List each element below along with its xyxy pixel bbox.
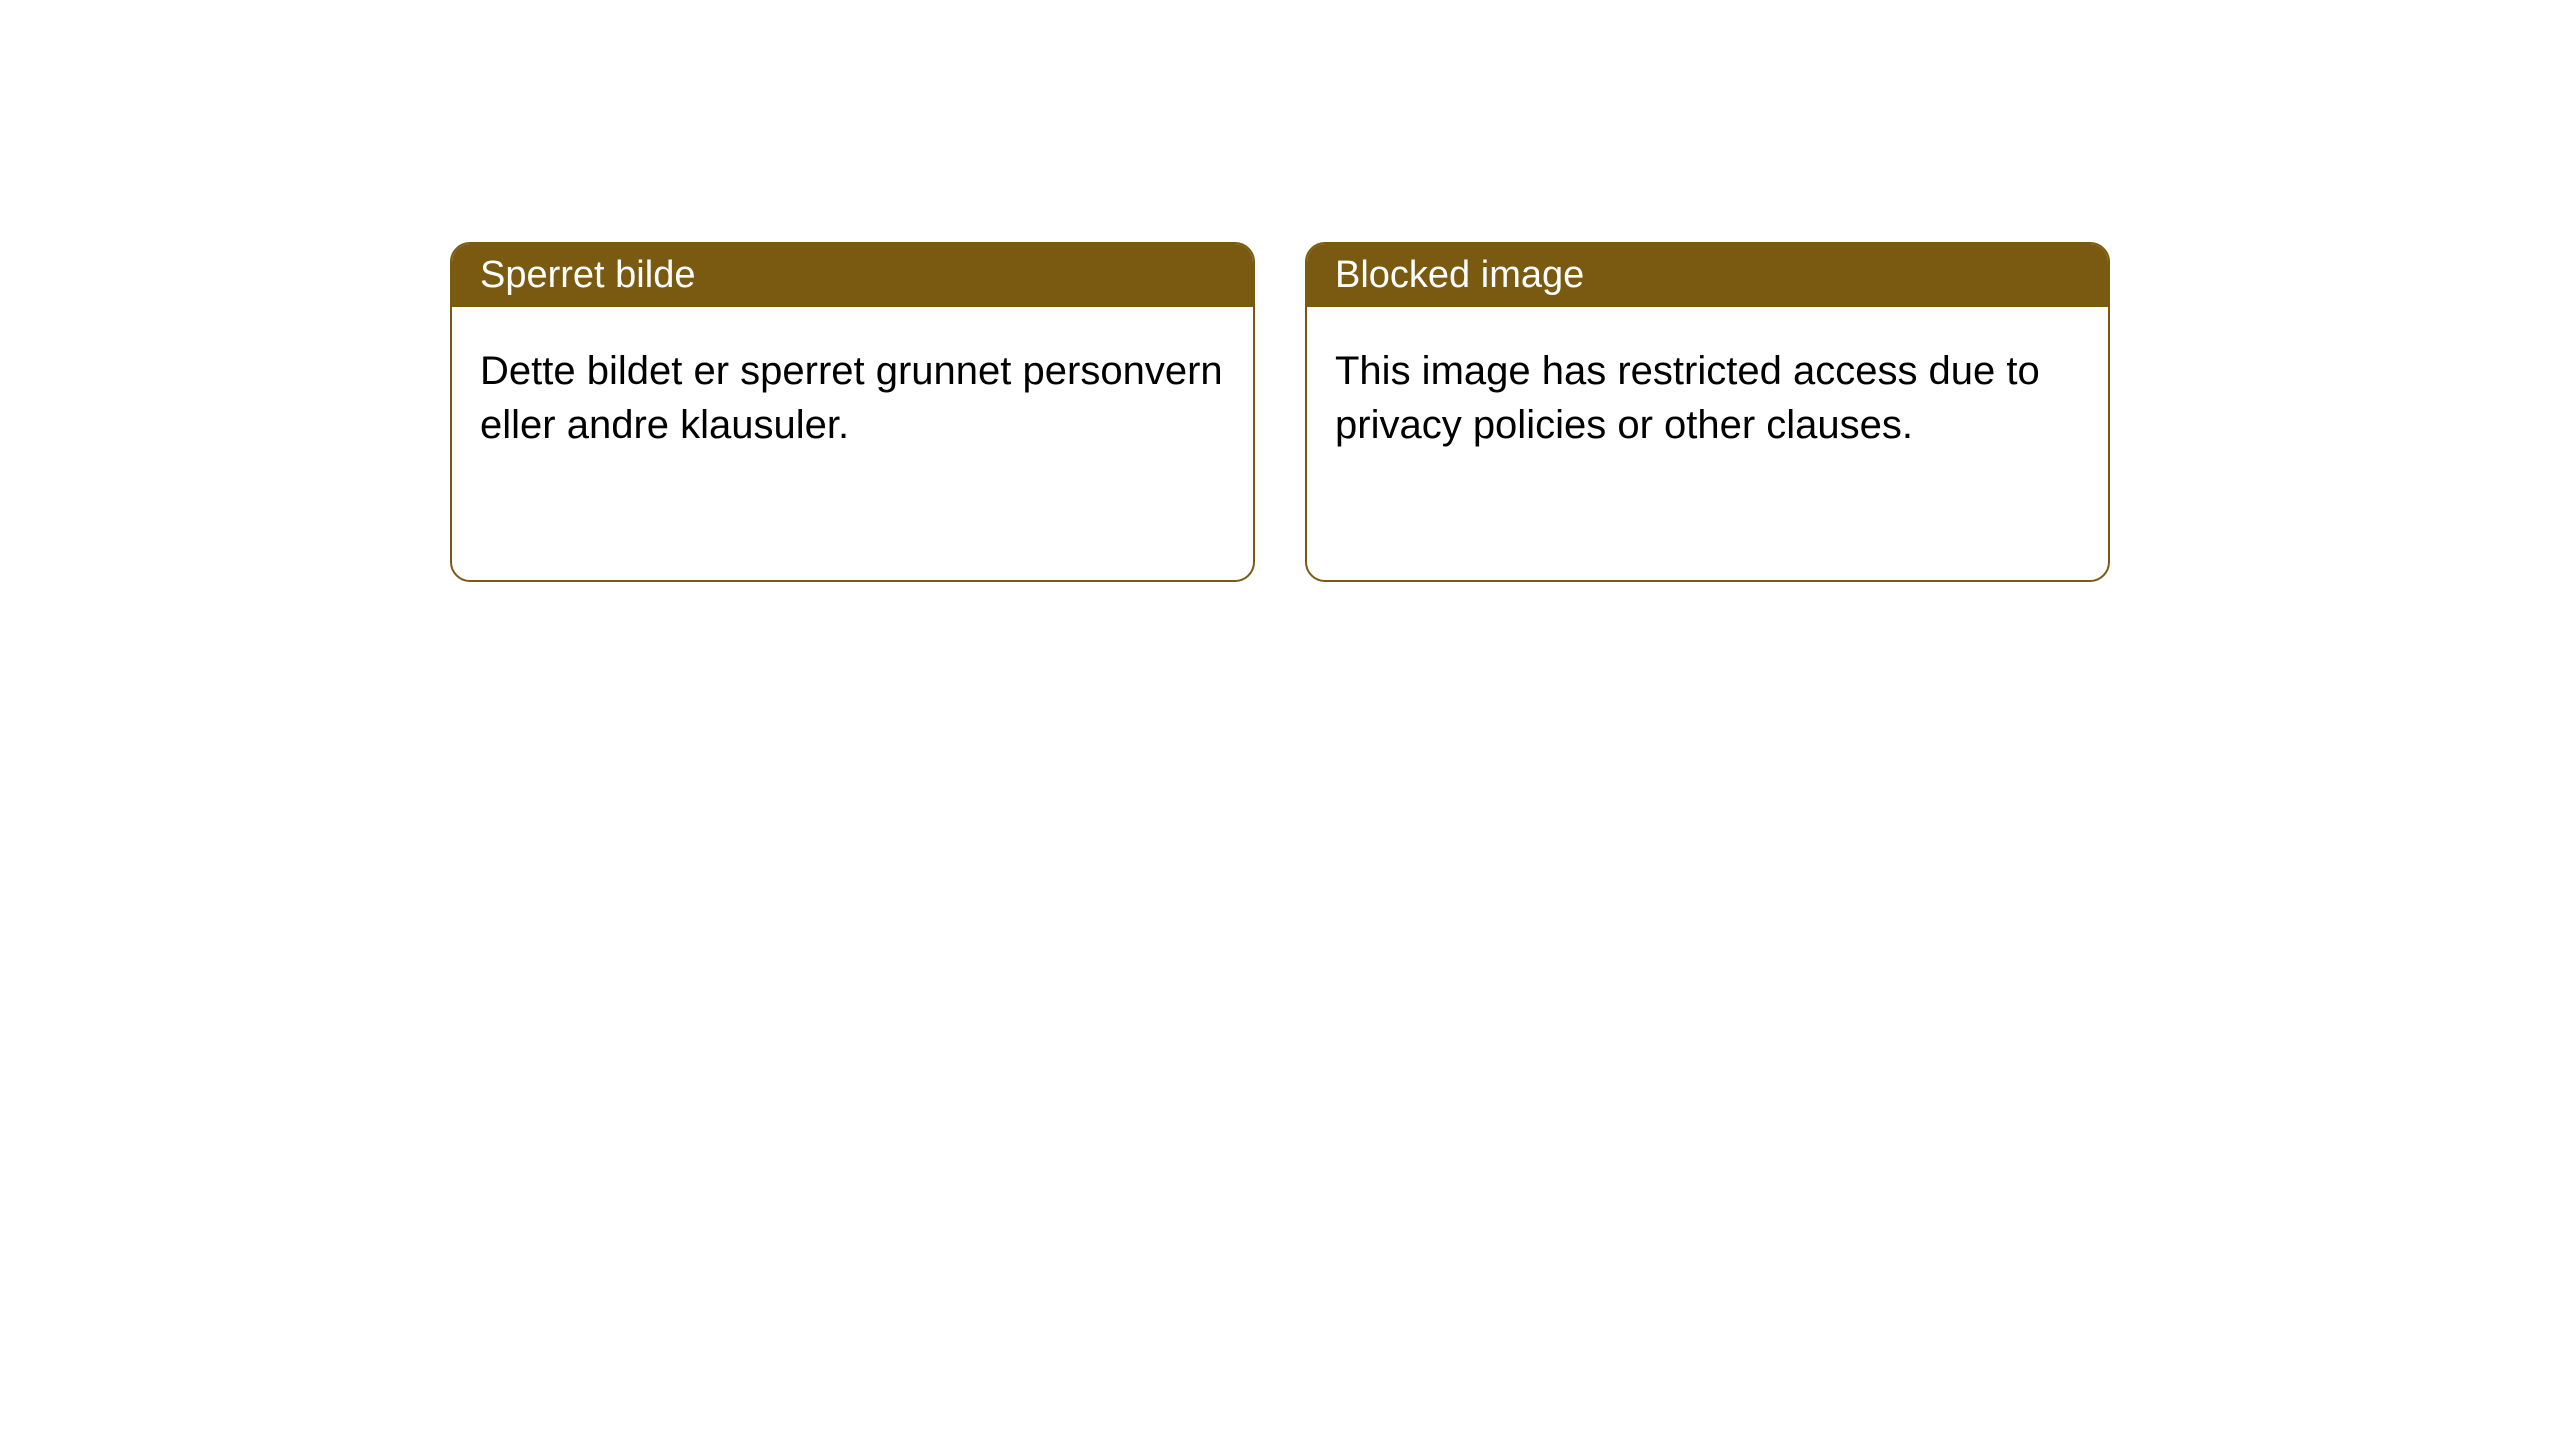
notice-body: This image has restricted access due to … bbox=[1307, 307, 2108, 490]
notice-header: Sperret bilde bbox=[452, 244, 1253, 307]
notice-title: Sperret bilde bbox=[480, 254, 695, 296]
notice-card-english: Blocked image This image has restricted … bbox=[1305, 242, 2110, 582]
notice-text: Dette bildet er sperret grunnet personve… bbox=[480, 349, 1223, 447]
notice-container: Sperret bilde Dette bildet er sperret gr… bbox=[0, 0, 2560, 582]
notice-card-norwegian: Sperret bilde Dette bildet er sperret gr… bbox=[450, 242, 1255, 582]
notice-body: Dette bildet er sperret grunnet personve… bbox=[452, 307, 1253, 490]
notice-text: This image has restricted access due to … bbox=[1335, 349, 2040, 447]
notice-header: Blocked image bbox=[1307, 244, 2108, 307]
notice-title: Blocked image bbox=[1335, 254, 1584, 296]
